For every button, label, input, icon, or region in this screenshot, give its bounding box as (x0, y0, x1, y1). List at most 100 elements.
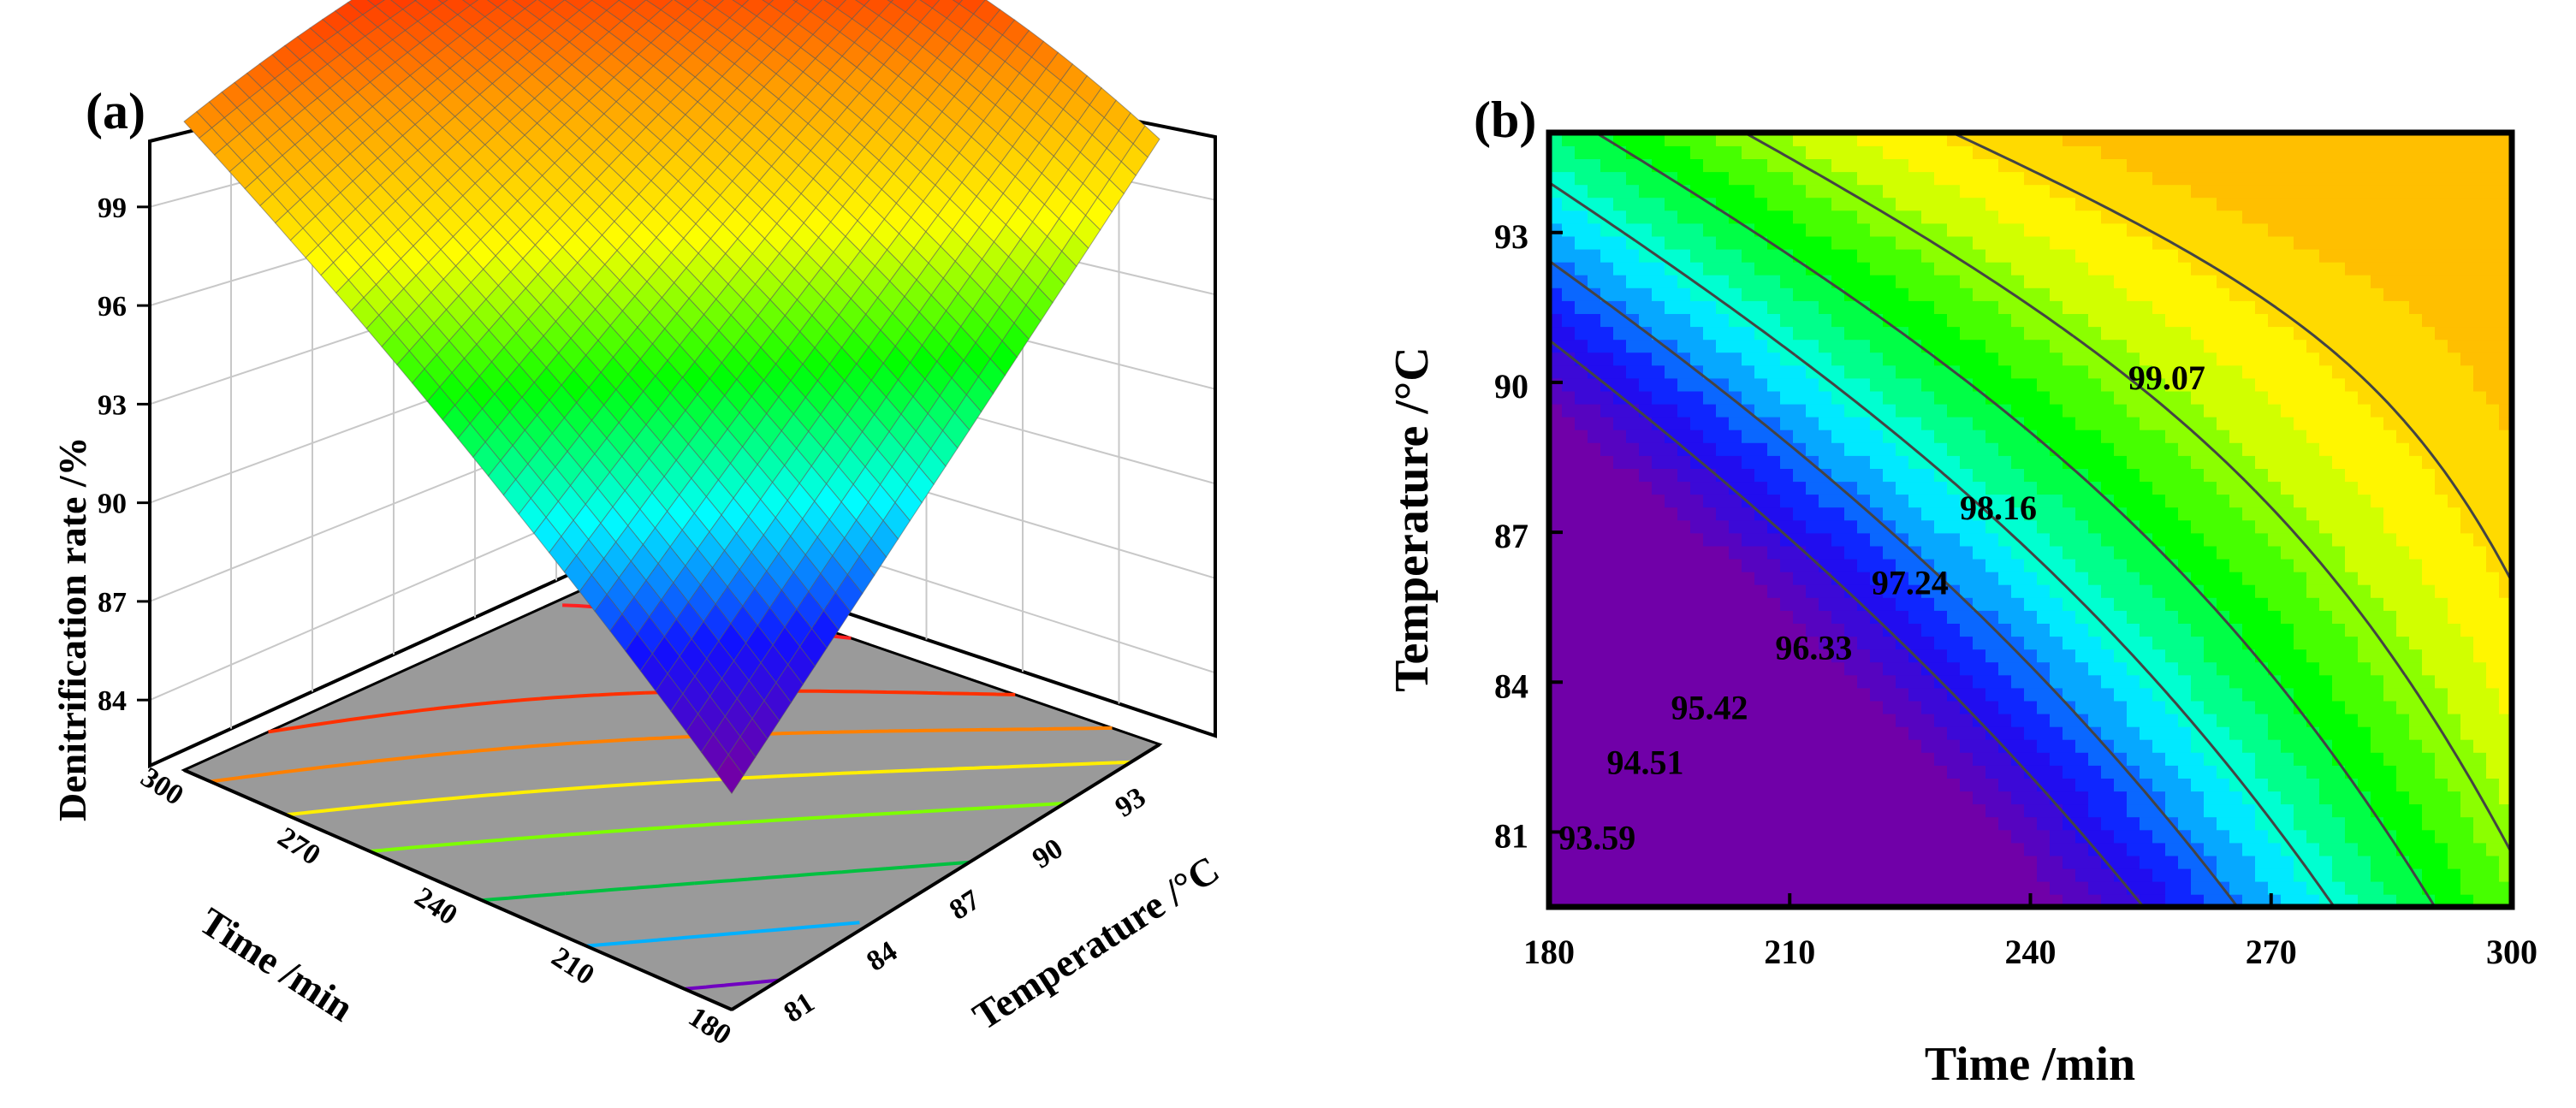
contour-cell (2011, 738, 2025, 753)
contour-cell (2319, 674, 2333, 689)
contour-cell (2191, 390, 2205, 405)
contour-cell (1985, 597, 1999, 611)
contour-cell (2088, 893, 2102, 907)
contour-cell (1819, 133, 1832, 146)
contour-cell (1793, 713, 1807, 727)
contour-cell (1626, 261, 1640, 276)
contour-cell (1677, 842, 1691, 856)
contour-cell (1934, 416, 1948, 430)
contour-cell (1729, 752, 1742, 766)
contour-cell (1921, 752, 1935, 766)
contour-cell (1588, 442, 1601, 456)
contour-cell (2063, 636, 2076, 650)
contour-cell (1947, 778, 1961, 792)
contour-cell (2127, 636, 2140, 650)
contour-cell (2011, 623, 2025, 637)
contour-cell (2075, 519, 2089, 534)
contour-cell (1934, 519, 1948, 534)
contour-cell (1562, 726, 1576, 740)
contour-cell (1998, 222, 2012, 237)
contour-cell (1870, 738, 1884, 753)
contour-cell (2281, 352, 2294, 366)
contour-cell (1896, 738, 1909, 753)
contour-cell (1831, 339, 1845, 353)
contour-cell (1844, 442, 1858, 456)
contour-cell (1742, 261, 1755, 276)
contour-cell (1844, 738, 1858, 753)
contour-cell (1562, 210, 1576, 224)
contour-cell (1575, 494, 1588, 508)
contour-cell (2140, 855, 2153, 869)
contour-cell (1652, 494, 1665, 508)
contour-cell (1600, 532, 1614, 547)
contour-cell (2178, 184, 2192, 198)
contour-cell (2101, 778, 2115, 792)
contour-cell (1844, 235, 1858, 250)
contour-cell (2294, 726, 2307, 740)
contour-cell (1844, 197, 1858, 211)
contour-cell (1806, 816, 1819, 831)
contour-cell (1562, 287, 1576, 301)
contour-cell (2319, 816, 2333, 831)
contour-cell (2229, 880, 2243, 895)
contour-cell (2255, 287, 2269, 301)
contour-cell (2075, 326, 2089, 341)
contour-cell (1754, 868, 1768, 882)
contour-cell (1588, 726, 1601, 740)
contour-cell (1921, 532, 1935, 547)
contour-cell (1626, 339, 1640, 353)
contour-cell (1934, 403, 1948, 418)
contour-cell (1883, 352, 1896, 366)
contour-cell (1883, 403, 1896, 418)
contour-cell (1690, 416, 1704, 430)
contour-cell (1613, 597, 1627, 611)
contour-cell (1652, 416, 1665, 430)
contour-cell (1665, 842, 1678, 856)
contour-cell (1780, 597, 1794, 611)
contour-cell (2101, 235, 2115, 250)
contour-cell (1934, 287, 1948, 301)
contour-cell (2037, 687, 2051, 702)
contour-cell (2011, 868, 2025, 882)
contour-cell (1947, 287, 1961, 301)
contour-cell (2294, 339, 2307, 353)
contour-cell (2217, 507, 2230, 521)
contour-cell (1690, 468, 1704, 483)
contour-cell (1703, 352, 1717, 366)
contour-cell (2191, 274, 2205, 288)
contour-cell (1844, 532, 1858, 547)
contour-cell (2114, 377, 2128, 392)
contour-cell (1908, 248, 1922, 263)
contour-cell (1857, 377, 1871, 392)
contour-cell (1754, 300, 1768, 314)
contour-cell (1575, 222, 1588, 237)
contour-cell (2229, 326, 2243, 341)
contour-cell (2101, 636, 2115, 650)
contour-cell (1819, 610, 1832, 624)
contour-cell (2050, 287, 2063, 301)
contour-cell (2101, 829, 2115, 844)
contour-cell (1947, 597, 1961, 611)
contour-cell (1973, 752, 1986, 766)
contour-cell (1947, 610, 1961, 624)
contour-cell (1831, 248, 1845, 263)
contour-cell (1652, 816, 1665, 831)
contour-cell (2217, 184, 2230, 198)
contour-cell (1857, 158, 1871, 173)
contour-cell (2088, 145, 2102, 159)
contour-cell (1626, 300, 1640, 314)
contour-cell (2050, 519, 2063, 534)
contour-cell (1767, 829, 1781, 844)
contour-cell (2075, 855, 2089, 869)
contour-cell (2127, 416, 2140, 430)
contour-cell (2319, 261, 2333, 276)
contour-cell (1639, 829, 1653, 844)
contour-cell (1626, 442, 1640, 456)
contour-cell (2319, 803, 2333, 818)
contour-cell (1690, 145, 1704, 159)
contour-cell (1754, 261, 1768, 276)
contour-cell (1857, 429, 1871, 443)
contour-cell (1626, 700, 1640, 714)
contour-cell (2306, 390, 2320, 405)
contour-cell (2101, 803, 2115, 818)
